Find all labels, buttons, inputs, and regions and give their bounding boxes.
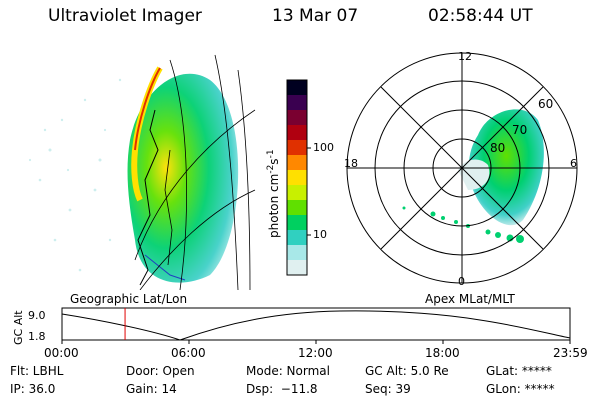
colorbar-segment (287, 245, 307, 261)
timeline-ylabel: GC Alt (12, 310, 25, 345)
colorbar-segment (287, 95, 307, 111)
ip-status: IP: 36.0 (10, 382, 56, 396)
background-speckle (28, 78, 122, 272)
colorbar-segment (287, 125, 307, 141)
glat-status: GLat: ***** (486, 364, 552, 378)
colorbar-label: photon cm-2s-1 (266, 149, 281, 238)
mlt-label-18: 18 (344, 157, 358, 170)
apex-panel-title: Apex MLat/MLT (425, 292, 515, 306)
x-tick-1200: 12:00 (298, 346, 333, 360)
colorbar-segment (287, 155, 307, 171)
colorbar-tick-10: 10 (313, 228, 327, 241)
gain-status: Gain: 14 (126, 382, 177, 396)
geo-panel-title: Geographic Lat/Lon (70, 292, 188, 306)
mode-status: Mode: Normal (246, 364, 330, 378)
x-tick-2359: 23:59 (553, 346, 588, 360)
colorbar: 100 10 photon cm-2s-1 (266, 79, 334, 276)
x-tick-0000: 00:00 (44, 346, 79, 360)
colorbar-segment (287, 140, 307, 156)
door-status: Door: Open (126, 364, 195, 378)
geo-grid (134, 54, 256, 290)
y-tick-1.8: 1.8 (28, 330, 46, 343)
lat-label-60: 60 (538, 97, 553, 111)
polar-emission (468, 109, 544, 226)
filter-status: Flt: LBHL (10, 364, 64, 378)
mlt-label-6: 6 (570, 157, 577, 170)
seq-status: Seq: 39 (365, 382, 411, 396)
polar-plot: 12 18 6 0 60 70 80 (344, 50, 578, 288)
lat-label-70: 70 (512, 123, 527, 137)
gc-alt-status: GC Alt: 5.0 Re (365, 364, 449, 378)
colorbar-scale (287, 80, 307, 276)
timeline-frame (61, 307, 571, 341)
x-ticks (61, 340, 571, 344)
colorbar-segment (287, 215, 307, 231)
colorbar-segment (287, 80, 307, 96)
y-tick-9: 9.0 (28, 309, 46, 322)
dsp-status: Dsp: −11.8 (246, 382, 318, 396)
polar-dots (402, 206, 524, 243)
colorbar-segment (287, 110, 307, 126)
geographic-image (28, 54, 256, 290)
colorbar-segment (287, 170, 307, 186)
colorbar-segment (287, 260, 307, 276)
lat-label-80: 80 (490, 141, 505, 155)
colorbar-segment (287, 200, 307, 216)
colorbar-segment (287, 230, 307, 246)
date-label: 13 Mar 07 (272, 6, 359, 26)
altitude-curve (61, 310, 571, 341)
mlt-label-0: 0 (458, 275, 465, 288)
altitude-timeline: GC Alt 9.0 1.8 00:00 06:00 12:00 18:00 2… (12, 307, 588, 360)
mlt-label-12: 12 (458, 50, 472, 63)
colorbar-segment (287, 185, 307, 201)
polar-grid (346, 52, 578, 284)
coastline (137, 109, 159, 286)
x-tick-1800: 18:00 (425, 346, 460, 360)
auroral-oval-main (127, 73, 239, 283)
x-tick-0600: 06:00 (171, 346, 206, 360)
colorbar-tick-100: 100 (313, 141, 334, 154)
time-label: 02:58:44 UT (428, 6, 533, 26)
glon-status: GLon: ***** (486, 382, 555, 396)
instrument-title: Ultraviolet Imager (48, 6, 202, 26)
